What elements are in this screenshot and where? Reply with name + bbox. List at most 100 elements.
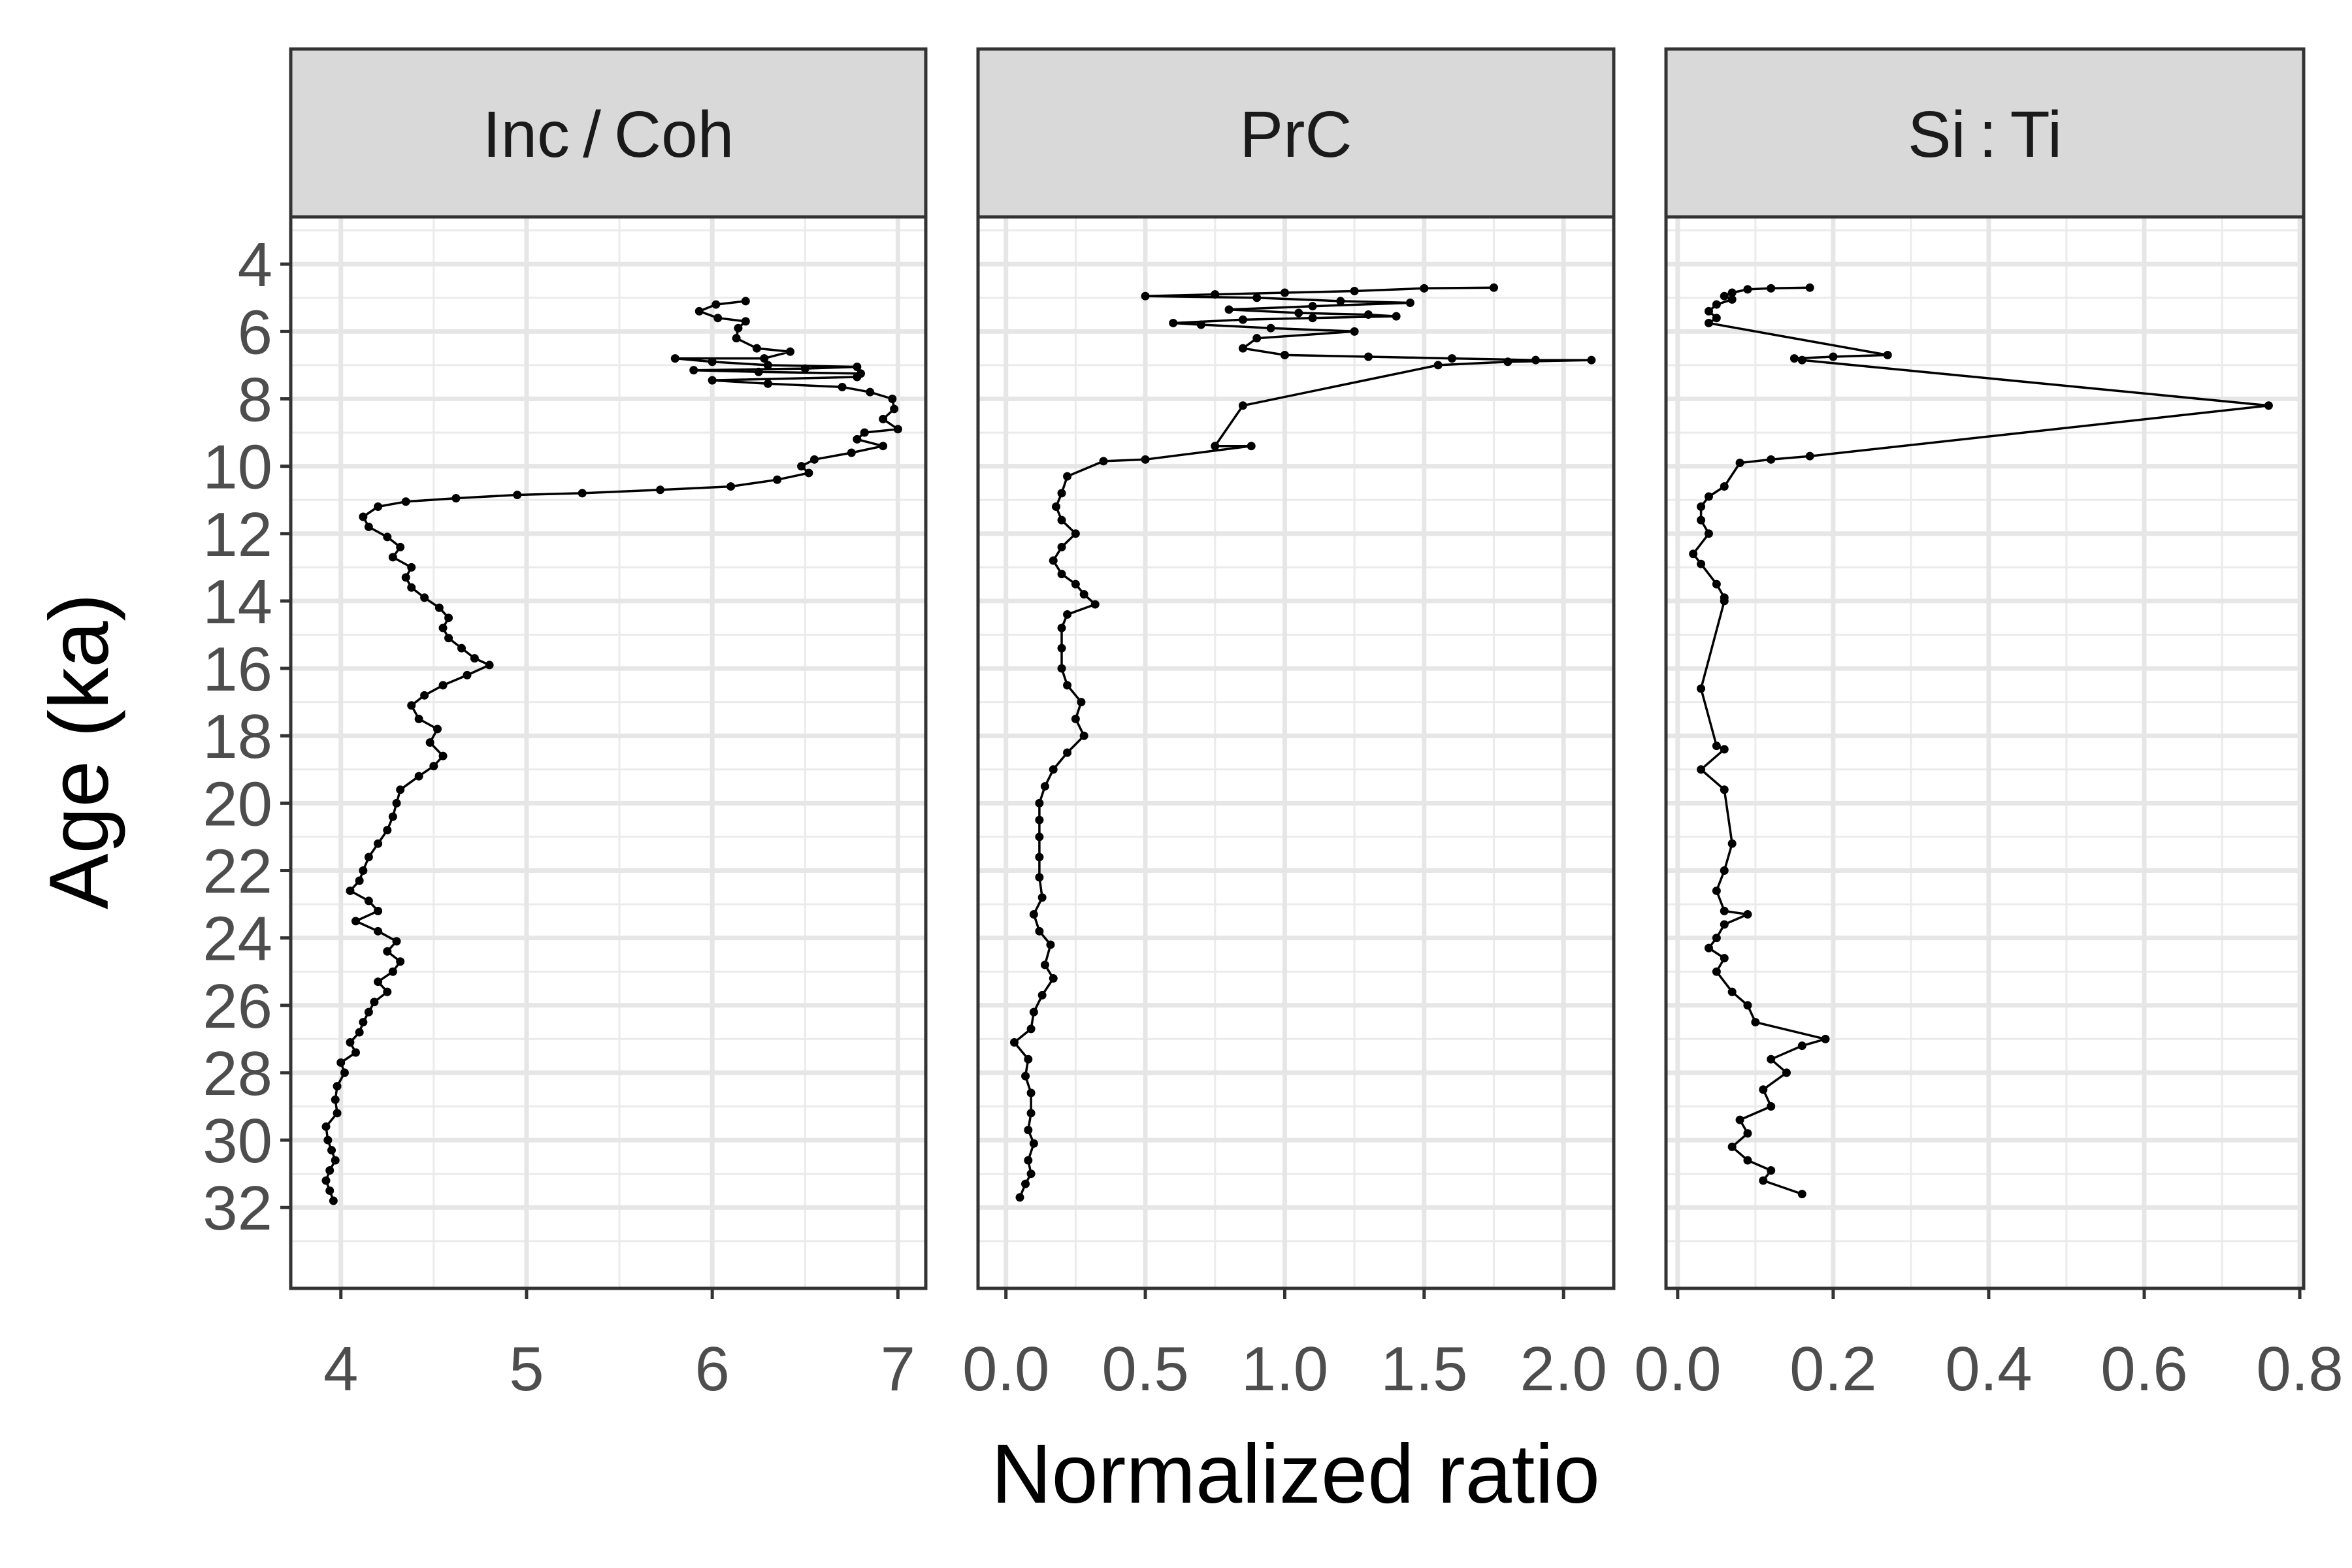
data-point: [1712, 934, 1721, 943]
data-point: [1026, 1024, 1036, 1034]
data-point: [1077, 698, 1086, 707]
data-point: [1697, 515, 1706, 525]
data-point: [809, 455, 819, 464]
data-point: [1829, 352, 1838, 361]
data-point: [1026, 1088, 1036, 1098]
x-tick-label: 0.4: [1945, 1334, 2032, 1404]
data-point: [1689, 549, 1698, 559]
data-point: [708, 357, 717, 367]
data-point: [1057, 542, 1066, 551]
data-point: [1704, 318, 1713, 327]
data-point: [1727, 987, 1737, 996]
data-point: [879, 442, 888, 451]
data-point: [1712, 742, 1721, 751]
data-point: [1735, 1115, 1744, 1124]
data-point: [364, 1007, 373, 1017]
data-point: [689, 366, 698, 375]
data-point: [374, 906, 383, 915]
data-point: [853, 362, 862, 371]
facet-strip-label: Inc / Coh: [483, 98, 734, 171]
data-point: [333, 1082, 342, 1091]
data-point: [890, 404, 899, 414]
data-point: [1021, 1071, 1030, 1081]
data-point: [1503, 357, 1512, 367]
data-point: [355, 876, 364, 885]
data-point: [414, 714, 423, 723]
data-point: [1704, 529, 1713, 538]
data-point: [1280, 288, 1289, 297]
data-point: [1821, 1034, 1830, 1043]
data-point: [321, 1122, 331, 1131]
data-point: [1071, 529, 1080, 538]
data-point: [1063, 610, 1072, 619]
data-point: [1712, 886, 1721, 895]
data-point: [383, 532, 392, 542]
data-point: [1727, 1142, 1737, 1151]
data-point: [396, 785, 405, 794]
y-tick-label: 20: [203, 769, 272, 839]
data-point: [763, 361, 772, 370]
y-tick-label: 32: [203, 1173, 272, 1243]
data-point: [1035, 832, 1044, 841]
data-point: [457, 644, 466, 653]
data-point: [754, 367, 763, 376]
data-point: [364, 896, 373, 906]
y-tick-label: 10: [203, 433, 272, 502]
data-point: [470, 654, 479, 663]
data-point: [388, 967, 397, 976]
data-point: [1063, 748, 1072, 757]
data-point: [1029, 1007, 1038, 1017]
data-point: [1720, 906, 1729, 915]
data-point: [1743, 910, 1752, 919]
data-point: [359, 866, 368, 875]
data-point: [879, 414, 888, 423]
x-axis-title: Normalized ratio: [991, 1428, 1600, 1521]
data-point: [444, 613, 453, 623]
y-tick-label: 16: [203, 634, 272, 704]
data-point: [752, 344, 761, 353]
data-point: [351, 917, 360, 926]
data-point: [1040, 960, 1049, 970]
data-point: [1009, 1038, 1019, 1047]
facet-panel-inc-coh: Inc / Coh 4 5 6 7: [289, 47, 928, 1404]
data-point: [853, 434, 862, 444]
data-point: [1079, 590, 1088, 599]
data-point: [1252, 334, 1262, 343]
data-point: [434, 603, 444, 612]
data-point: [1735, 458, 1744, 467]
data-point: [396, 542, 405, 551]
data-point: [1743, 1156, 1752, 1165]
data-point: [773, 475, 782, 484]
x-tick-label: 0.2: [1789, 1334, 1876, 1404]
y-tick-label: 24: [203, 904, 272, 974]
data-point: [741, 297, 750, 306]
data-point: [797, 462, 806, 471]
data-point: [1057, 570, 1066, 579]
data-point: [331, 1156, 340, 1165]
data-point: [1247, 442, 1256, 451]
data-point: [1035, 926, 1044, 936]
y-tick-label: 4: [238, 230, 272, 300]
data-point: [670, 354, 679, 363]
data-point: [1767, 455, 1776, 464]
x-tick-label: 1.5: [1380, 1334, 1467, 1404]
data-point: [853, 372, 862, 382]
data-point: [1099, 457, 1108, 466]
data-point: [1238, 401, 1247, 410]
data-point: [1057, 644, 1066, 653]
data-point: [1720, 785, 1729, 794]
data-point: [1712, 967, 1721, 976]
data-point: [370, 998, 379, 1007]
data-point: [364, 522, 373, 531]
y-tick-label: 18: [203, 702, 272, 772]
data-point: [327, 1146, 336, 1155]
data-point: [325, 1186, 335, 1195]
data-point: [321, 1176, 331, 1185]
y-tick-label: 30: [203, 1106, 272, 1176]
data-point: [1057, 489, 1066, 498]
data-point: [1364, 352, 1373, 361]
data-point: [1141, 455, 1150, 464]
data-point: [1029, 1139, 1038, 1148]
data-point: [1720, 866, 1729, 875]
